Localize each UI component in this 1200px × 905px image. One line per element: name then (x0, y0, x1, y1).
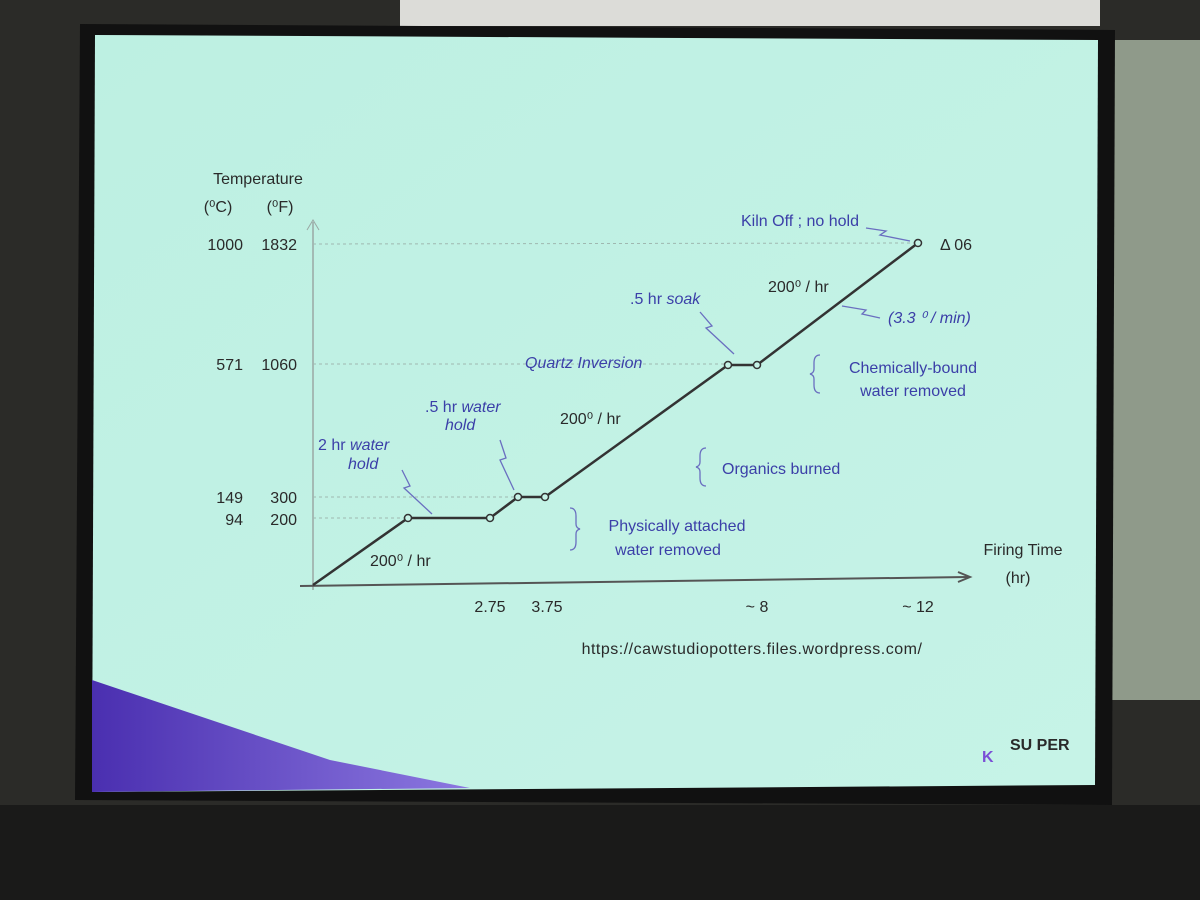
grid-line (312, 242, 919, 245)
annotation: Quartz Inversion (525, 355, 642, 372)
annotation: Kiln Off ; no hold (741, 213, 859, 230)
firing-curve (312, 242, 919, 587)
annotation: 2 hr water (318, 437, 390, 454)
x-axis-title: Firing Time (983, 542, 1062, 559)
logo-text: SU PER (1010, 737, 1070, 754)
y-label-c: 94 (225, 512, 243, 529)
curve-points (403, 238, 923, 523)
annotation-part: soak (666, 291, 701, 308)
x-label: 2.75 (474, 599, 505, 616)
x-label: ~ 12 (902, 599, 934, 616)
y-label-f: 1832 (261, 237, 297, 254)
y-label-c: 571 (216, 357, 243, 374)
source-url: https://cawstudiopotters.files.wordpress… (582, 641, 923, 658)
annotation: water removed (614, 542, 721, 559)
x-axis-arrow (957, 571, 973, 583)
x-label: ~ 8 (746, 599, 769, 616)
window-side (1110, 40, 1200, 700)
y-axis-unit: (⁰C) (204, 199, 233, 216)
annotation: .5 hr soak (630, 291, 701, 308)
annotation: Chemically-bound (849, 360, 977, 377)
stage (0, 805, 1200, 900)
x-label: 3.75 (531, 599, 562, 616)
y-label-f: 300 (270, 490, 297, 507)
x-axis-title: (hr) (1006, 570, 1031, 587)
annotation: 200⁰ / hr (768, 279, 829, 296)
x-axis (299, 576, 969, 587)
annotation-part: 2 hr (318, 437, 346, 454)
annotation: Physically attached (609, 518, 746, 535)
annotation: .5 hr water (425, 399, 501, 416)
annotation-part: water (461, 399, 501, 416)
slide-decoration (92, 680, 470, 792)
annotation: 200⁰ / hr (560, 411, 621, 428)
y-axis-arrow (306, 219, 320, 231)
window (400, 0, 1100, 26)
annotation: water removed (859, 383, 966, 400)
y-axis-unit: (⁰F) (267, 199, 294, 216)
logo-letter: K (982, 749, 994, 766)
y-label-f: 1060 (261, 357, 297, 374)
annotation: Δ 06 (940, 237, 972, 254)
y-label-c: 1000 (207, 237, 243, 254)
annotation: (3.3 ⁰ / min) (888, 310, 971, 327)
annotation: hold (348, 456, 379, 473)
pointers (401, 227, 911, 551)
annotation-part: .5 hr (630, 291, 663, 308)
annotation: Organics burned (722, 461, 840, 478)
annotation: 200⁰ / hr (370, 553, 431, 570)
y-label-f: 200 (270, 512, 297, 529)
annotation: hold (445, 417, 476, 434)
annotation-part: .5 hr (425, 399, 458, 416)
y-label-c: 149 (216, 490, 243, 507)
y-axis-title: Temperature (213, 171, 303, 188)
annotation-part: water (350, 437, 390, 454)
slide (92, 35, 1098, 792)
